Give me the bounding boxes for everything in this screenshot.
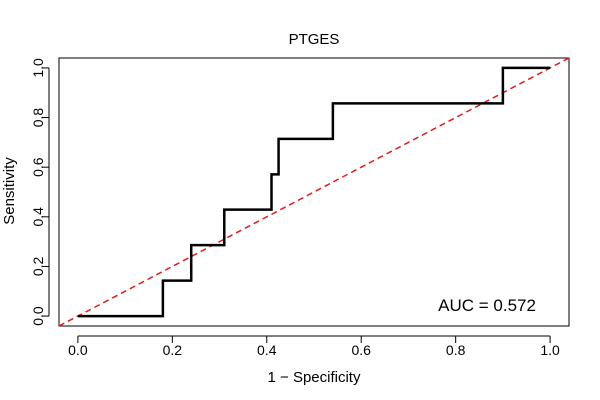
series-layer [58,57,570,327]
y-tick-label: 0.0 [30,306,46,326]
y-tick-label: 0.8 [30,108,46,128]
auc-annotation: AUC = 0.572 [438,296,536,315]
plot-frame [58,57,570,327]
x-tick-label: 1.0 [540,342,560,358]
x-tick-label: 0.0 [68,342,88,358]
y-tick-label: 1.0 [30,58,46,78]
roc-curve-line [77,66,551,318]
reference-diagonal-line [58,57,570,327]
y-axis-label: Sensitivity [1,157,18,225]
x-axis: 0.0 0.2 0.4 0.6 0.8 1.0 [68,335,560,358]
x-tick-label: 0.2 [163,342,183,358]
x-axis-label: 1 − Specificity [268,369,361,386]
x-tick-label: 0.6 [351,342,371,358]
chart-title: PTGES [289,31,340,48]
y-axis: 0.0 0.2 0.4 0.6 0.8 1.0 [30,58,50,326]
annotation-layer: AUC = 0.572 [438,296,536,315]
y-tick-label: 0.6 [30,157,46,177]
x-tick-label: 0.4 [257,342,277,358]
y-tick-label: 0.2 [30,257,46,277]
x-tick-label: 0.8 [446,342,466,358]
y-tick-label: 0.4 [30,207,46,227]
